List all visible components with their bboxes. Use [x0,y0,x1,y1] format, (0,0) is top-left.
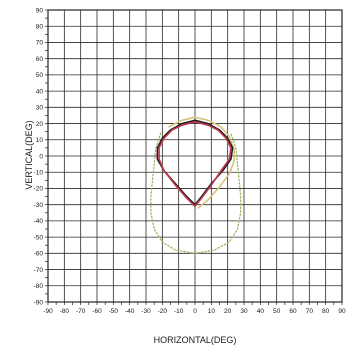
x-tick-label: -30 [141,308,151,315]
x-tick-label: -90 [43,308,53,315]
x-tick-label: -80 [60,308,70,315]
y-tick-label: -40 [34,218,44,225]
y-axis-title: VERTICAL(DEG) [24,120,34,189]
y-tick-label: -30 [34,202,44,209]
y-tick-label: 90 [36,7,44,14]
y-tick-label: -90 [34,299,44,306]
y-tick-label: 70 [36,40,44,47]
y-tick-labels: 90 80 70 60 50 40 30 20 10 0 -10 -20 -30 -40 -50 -60 -70… [34,7,44,306]
y-tick-label: 50 [36,72,44,79]
x-tick-label: 90 [338,308,346,315]
x-tick-label: -40 [125,308,135,315]
y-tick-label: -60 [34,251,44,258]
y-tick-label: 80 [36,24,44,31]
x-axis-title: HORIZONTAL(DEG) [154,335,237,345]
y-tick-label: -10 [34,170,44,177]
series-line [158,121,232,208]
y-tick-label: 0 [39,153,43,160]
x-tick-label: 0 [193,308,197,315]
series-line [150,132,242,254]
x-tick-label: -10 [174,308,184,315]
y-tick-label: -70 [34,267,44,274]
y-tick-label: 40 [36,88,44,95]
series-line [168,116,235,209]
y-tick-label: 60 [36,56,44,63]
x-tick-label: 20 [224,308,232,315]
x-tick-label: -70 [76,308,86,315]
y-tick-label: 30 [36,105,44,112]
y-tick-label: 10 [36,137,44,144]
x-tick-label: -20 [158,308,168,315]
series-layer [150,116,242,254]
x-tick-label: 80 [322,308,330,315]
grid [45,9,343,305]
x-tick-label: 30 [240,308,248,315]
x-tick-label: -60 [92,308,102,315]
y-tick-label: -20 [34,186,44,193]
x-tick-label: 60 [289,308,297,315]
x-tick-label: -50 [109,308,119,315]
x-tick-label: 10 [208,308,216,315]
x-tick-label: 70 [306,308,314,315]
y-tick-label: -50 [34,234,44,241]
y-tick-label: -80 [34,283,44,290]
x-tick-label: 50 [273,308,281,315]
x-tick-label: 40 [257,308,265,315]
x-tick-labels: -90 -80 -70 -60 -50 -40 -30 -20 -10 0 10 20 30 40 50 60… [43,308,346,315]
y-tick-label: 20 [36,121,44,128]
